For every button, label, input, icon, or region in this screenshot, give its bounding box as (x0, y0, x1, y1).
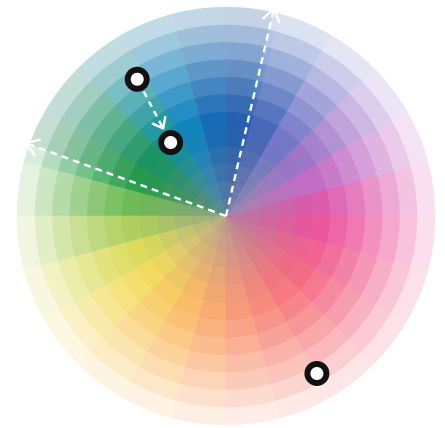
handle-pink-light[interactable] (304, 360, 330, 386)
handle-teal[interactable] (124, 66, 150, 92)
wheel-swatch[interactable] (121, 215, 143, 244)
wheel-swatch[interactable] (309, 215, 331, 244)
wheel-swatch[interactable] (121, 188, 143, 217)
arm-right-arrowhead-icon (262, 7, 281, 24)
selection-handles[interactable] (124, 66, 330, 386)
handle-teal-center[interactable] (130, 72, 144, 86)
selected-wedge (29, 7, 274, 217)
arm-left-arrowhead-icon (24, 138, 42, 156)
handle-connector-arrowhead-icon (151, 115, 167, 130)
handle-green-center[interactable] (164, 136, 178, 150)
selection-overlay (24, 7, 281, 218)
handle-green[interactable] (158, 130, 184, 156)
wheel-swatch[interactable] (309, 188, 331, 217)
wheel-segments[interactable] (16, 6, 436, 426)
handle-pink-light-center[interactable] (310, 366, 324, 380)
wheel-swatch[interactable] (410, 215, 436, 271)
handle-connector-line (142, 91, 165, 129)
wheel-swatch[interactable] (225, 299, 254, 321)
wheel-swatch[interactable] (198, 299, 227, 321)
